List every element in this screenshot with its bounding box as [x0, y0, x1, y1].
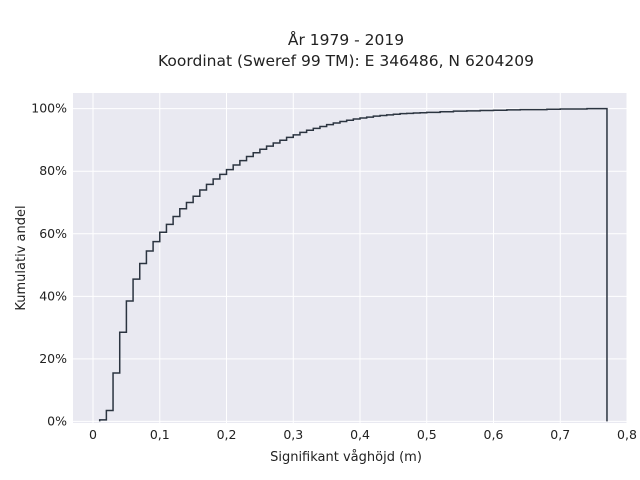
- x-tick-label: 0,8: [617, 427, 637, 442]
- y-tick-label: 40%: [39, 288, 67, 303]
- x-tick-label: 0,7: [550, 427, 570, 442]
- chart-title-line-1: År 1979 - 2019: [288, 30, 404, 49]
- x-tick-label: 0,5: [417, 427, 437, 442]
- y-tick-label: 80%: [39, 163, 67, 178]
- x-tick-label: 0,3: [283, 427, 303, 442]
- x-axis-ticks: 0 0,1 0,2 0,3 0,4 0,5 0,6 0,7 0,8: [89, 427, 637, 442]
- y-axis-ticks: 0% 20% 40% 60% 80% 100%: [31, 101, 67, 429]
- x-tick-label: 0,6: [484, 427, 504, 442]
- chart-title-line-2: Koordinat (Sweref 99 TM): E 346486, N 62…: [158, 52, 534, 70]
- x-tick-label: 0,1: [150, 427, 170, 442]
- y-tick-label: 60%: [39, 226, 67, 241]
- x-tick-label: 0,4: [350, 427, 370, 442]
- y-tick-label: 100%: [31, 101, 67, 116]
- plot-background: [73, 93, 627, 423]
- y-tick-label: 20%: [39, 351, 67, 366]
- x-tick-label: 0,2: [217, 427, 237, 442]
- x-tick-label: 0: [89, 427, 97, 442]
- grid: [73, 93, 628, 423]
- cdf-step-line: [98, 107, 608, 422]
- y-tick-label: 0%: [47, 413, 67, 428]
- x-axis-label: Signifikant våghöjd (m): [270, 450, 422, 465]
- y-axis-label: Kumulativ andel: [14, 205, 29, 310]
